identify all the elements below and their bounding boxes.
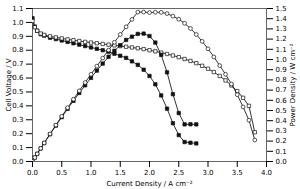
- svg-text:0.9: 0.9: [12, 33, 23, 41]
- svg-text:0.7: 0.7: [12, 60, 23, 68]
- svg-text:1.4: 1.4: [276, 15, 288, 23]
- svg-text:1.3: 1.3: [276, 25, 287, 33]
- svg-text:2.5: 2.5: [173, 169, 184, 177]
- svg-text:0.5: 0.5: [12, 88, 23, 96]
- svg-text:0.3: 0.3: [276, 127, 287, 135]
- svg-text:2.0: 2.0: [144, 169, 155, 177]
- svg-text:0.1: 0.1: [276, 148, 287, 156]
- svg-text:4.0: 4.0: [261, 169, 272, 177]
- svg-text:1.5: 1.5: [276, 5, 287, 13]
- svg-text:0.8: 0.8: [276, 76, 287, 84]
- svg-text:1.1: 1.1: [12, 5, 23, 13]
- svg-text:Cell Voltage / V: Cell Voltage / V: [5, 58, 13, 111]
- svg-text:0.4: 0.4: [276, 117, 288, 125]
- svg-text:0.6: 0.6: [12, 74, 24, 82]
- svg-text:0.5: 0.5: [56, 169, 67, 177]
- svg-text:0.4: 0.4: [12, 102, 24, 110]
- svg-text:3.0: 3.0: [202, 169, 213, 177]
- svg-text:0.9: 0.9: [276, 66, 287, 74]
- svg-text:0.6: 0.6: [276, 97, 288, 105]
- svg-text:0.8: 0.8: [12, 46, 23, 54]
- svg-text:3.5: 3.5: [232, 169, 243, 177]
- svg-text:1.2: 1.2: [276, 35, 287, 43]
- svg-text:0.0: 0.0: [12, 158, 23, 166]
- svg-text:1.0: 1.0: [85, 169, 96, 177]
- svg-text:0.0: 0.0: [27, 169, 38, 177]
- svg-text:0.7: 0.7: [276, 86, 287, 94]
- svg-text:1.5: 1.5: [115, 169, 126, 177]
- svg-text:1.0: 1.0: [276, 56, 287, 64]
- svg-text:0.0: 0.0: [276, 158, 287, 166]
- svg-text:Current Density / A cm⁻²: Current Density / A cm⁻²: [106, 180, 192, 188]
- svg-text:1.0: 1.0: [12, 19, 23, 27]
- svg-text:1.1: 1.1: [276, 46, 287, 54]
- svg-text:Power Density / W cm⁻²: Power Density / W cm⁻²: [289, 43, 297, 126]
- svg-text:0.2: 0.2: [12, 130, 23, 138]
- svg-text:0.3: 0.3: [12, 116, 23, 124]
- svg-text:0.5: 0.5: [276, 107, 287, 115]
- svg-text:0.1: 0.1: [12, 144, 23, 152]
- svg-text:0.2: 0.2: [276, 137, 287, 145]
